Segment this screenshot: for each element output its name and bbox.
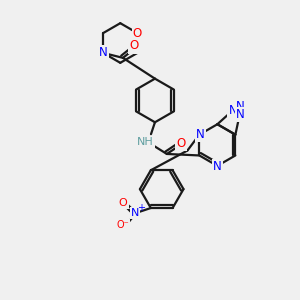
Text: NH: NH [137, 137, 153, 147]
Text: +: + [137, 203, 145, 213]
Text: N: N [99, 46, 107, 59]
Text: N: N [229, 104, 237, 117]
Text: N: N [131, 208, 139, 218]
Text: N: N [213, 160, 222, 173]
Text: O: O [129, 40, 139, 52]
Text: O: O [176, 136, 185, 150]
Text: N: N [236, 100, 245, 112]
Text: O: O [133, 27, 142, 40]
Text: O: O [119, 198, 128, 208]
Text: N: N [236, 108, 245, 121]
Text: O⁻: O⁻ [117, 220, 129, 230]
Text: N: N [196, 128, 205, 141]
